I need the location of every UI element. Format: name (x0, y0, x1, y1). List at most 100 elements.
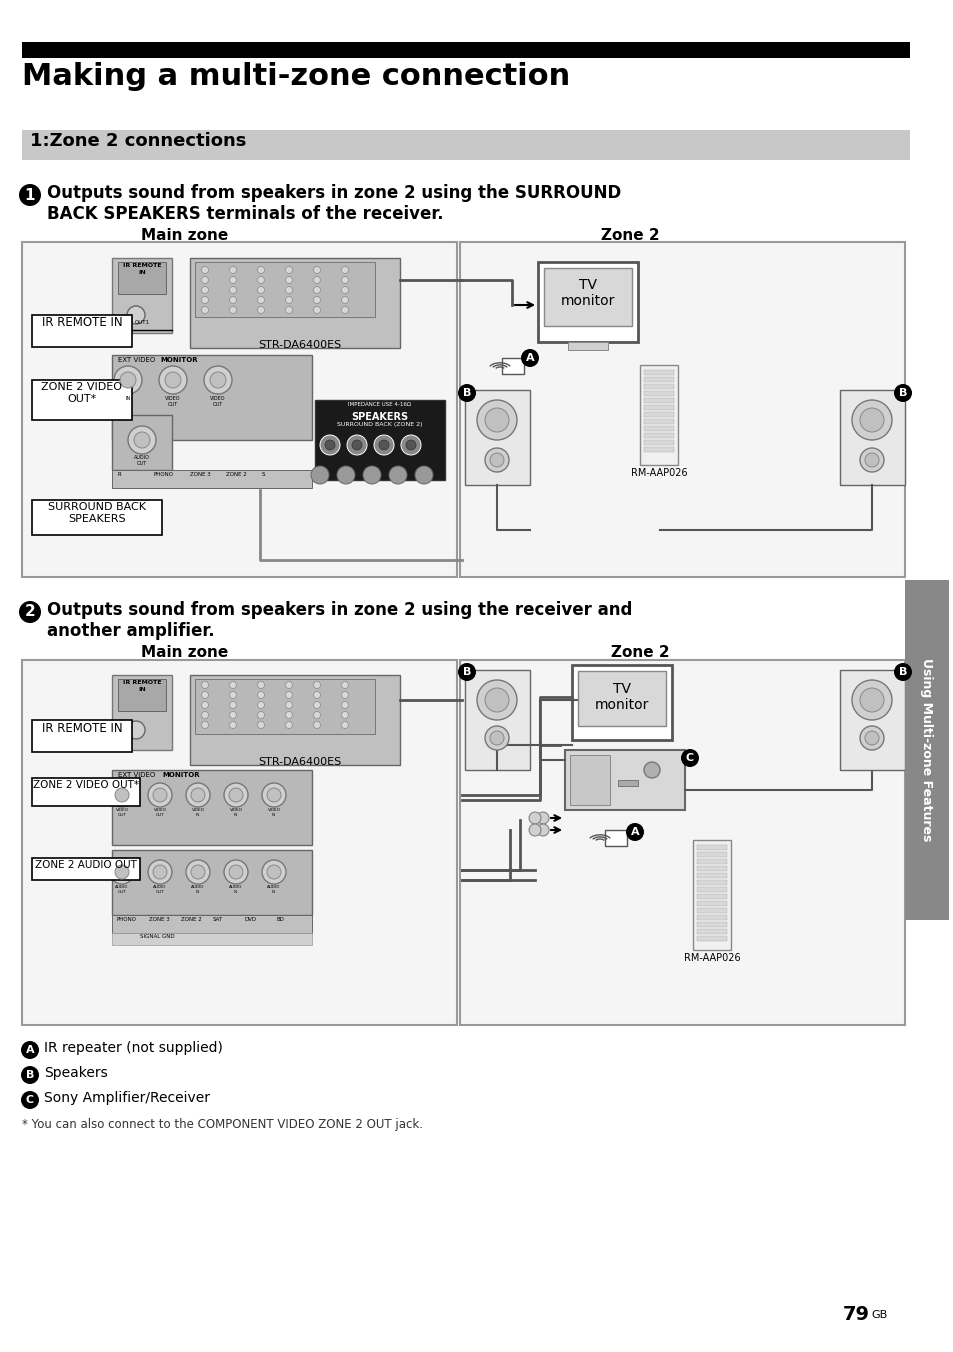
Circle shape (110, 860, 133, 884)
Bar (643, 439, 673, 445)
Bar (643, 384, 673, 389)
Circle shape (864, 453, 878, 466)
Text: A: A (26, 1045, 34, 1055)
Circle shape (128, 426, 156, 454)
Circle shape (201, 296, 209, 303)
Circle shape (484, 688, 509, 713)
Bar (464, 671, 530, 771)
Circle shape (148, 860, 172, 884)
Circle shape (191, 865, 205, 879)
Circle shape (224, 783, 248, 807)
Circle shape (152, 865, 167, 879)
Bar (643, 406, 673, 410)
Circle shape (262, 783, 286, 807)
Bar (904, 580, 948, 919)
Circle shape (457, 384, 476, 402)
Bar (543, 268, 631, 326)
Circle shape (400, 435, 420, 456)
Bar (32, 315, 132, 347)
Circle shape (537, 823, 548, 836)
Circle shape (336, 466, 355, 484)
Text: ZONE 3: ZONE 3 (190, 472, 211, 477)
Circle shape (204, 366, 232, 393)
Circle shape (127, 721, 145, 740)
Circle shape (285, 296, 293, 303)
Circle shape (152, 788, 167, 802)
Circle shape (476, 400, 517, 439)
Circle shape (389, 466, 407, 484)
Bar (697, 873, 726, 877)
Text: ZONE 2 VIDEO
OUT*: ZONE 2 VIDEO OUT* (42, 383, 122, 404)
Circle shape (21, 1091, 39, 1109)
Circle shape (314, 691, 320, 699)
Text: STR-DA6400ES: STR-DA6400ES (258, 757, 341, 767)
Bar (501, 358, 523, 375)
Circle shape (230, 277, 236, 284)
Bar (22, 42, 909, 58)
Bar (190, 675, 399, 765)
Circle shape (625, 823, 643, 841)
Text: Speakers: Speakers (44, 1065, 108, 1080)
Circle shape (285, 307, 293, 314)
Text: PHONO: PHONO (117, 917, 137, 922)
Circle shape (201, 277, 209, 284)
Circle shape (120, 372, 136, 388)
Circle shape (201, 307, 209, 314)
Circle shape (314, 681, 320, 688)
Bar (697, 909, 726, 913)
Circle shape (201, 287, 209, 293)
Bar (697, 867, 726, 871)
Bar (578, 671, 665, 726)
Circle shape (415, 466, 433, 484)
Text: B: B (26, 1069, 34, 1080)
Circle shape (341, 287, 348, 293)
Circle shape (529, 823, 540, 836)
Circle shape (257, 277, 264, 284)
Text: SIGNAL GND: SIGNAL GND (140, 934, 174, 940)
Circle shape (285, 287, 293, 293)
Bar (697, 915, 726, 919)
Circle shape (341, 691, 348, 699)
Circle shape (262, 860, 286, 884)
Text: TV
monitor: TV monitor (560, 279, 615, 308)
Bar (604, 830, 626, 846)
Text: STR-DA6400ES: STR-DA6400ES (258, 339, 341, 350)
Text: IN: IN (138, 270, 146, 274)
Circle shape (230, 691, 236, 699)
Bar (459, 242, 904, 577)
Circle shape (406, 439, 416, 450)
Text: Using Multi-zone Features: Using Multi-zone Features (920, 658, 933, 842)
Bar (643, 377, 673, 383)
Circle shape (230, 266, 236, 273)
Circle shape (314, 702, 320, 708)
Circle shape (529, 813, 540, 823)
Text: PHONO: PHONO (153, 472, 173, 477)
Circle shape (201, 266, 209, 273)
Circle shape (257, 287, 264, 293)
Circle shape (893, 384, 911, 402)
Text: Sony Amplifier/Receiver: Sony Amplifier/Receiver (44, 1091, 210, 1105)
Bar (112, 258, 172, 333)
Text: BD: BD (276, 917, 285, 922)
Circle shape (341, 681, 348, 688)
Circle shape (230, 296, 236, 303)
Circle shape (201, 722, 209, 729)
Circle shape (859, 448, 883, 472)
Circle shape (476, 680, 517, 721)
Circle shape (314, 287, 320, 293)
Text: MONITOR: MONITOR (162, 772, 199, 777)
Circle shape (314, 266, 320, 273)
Text: Zone 2: Zone 2 (610, 645, 669, 660)
Circle shape (127, 306, 145, 324)
Bar (643, 419, 673, 425)
Bar (643, 448, 673, 452)
Bar (643, 426, 673, 431)
Circle shape (285, 691, 293, 699)
Text: IN: IN (125, 396, 131, 402)
Circle shape (352, 439, 361, 450)
Circle shape (859, 408, 883, 433)
Text: TV
monitor: TV monitor (594, 681, 648, 713)
Text: SURROUND BACK
SPEAKERS: SURROUND BACK SPEAKERS (48, 502, 146, 523)
Bar (112, 771, 312, 845)
Bar (118, 679, 166, 711)
